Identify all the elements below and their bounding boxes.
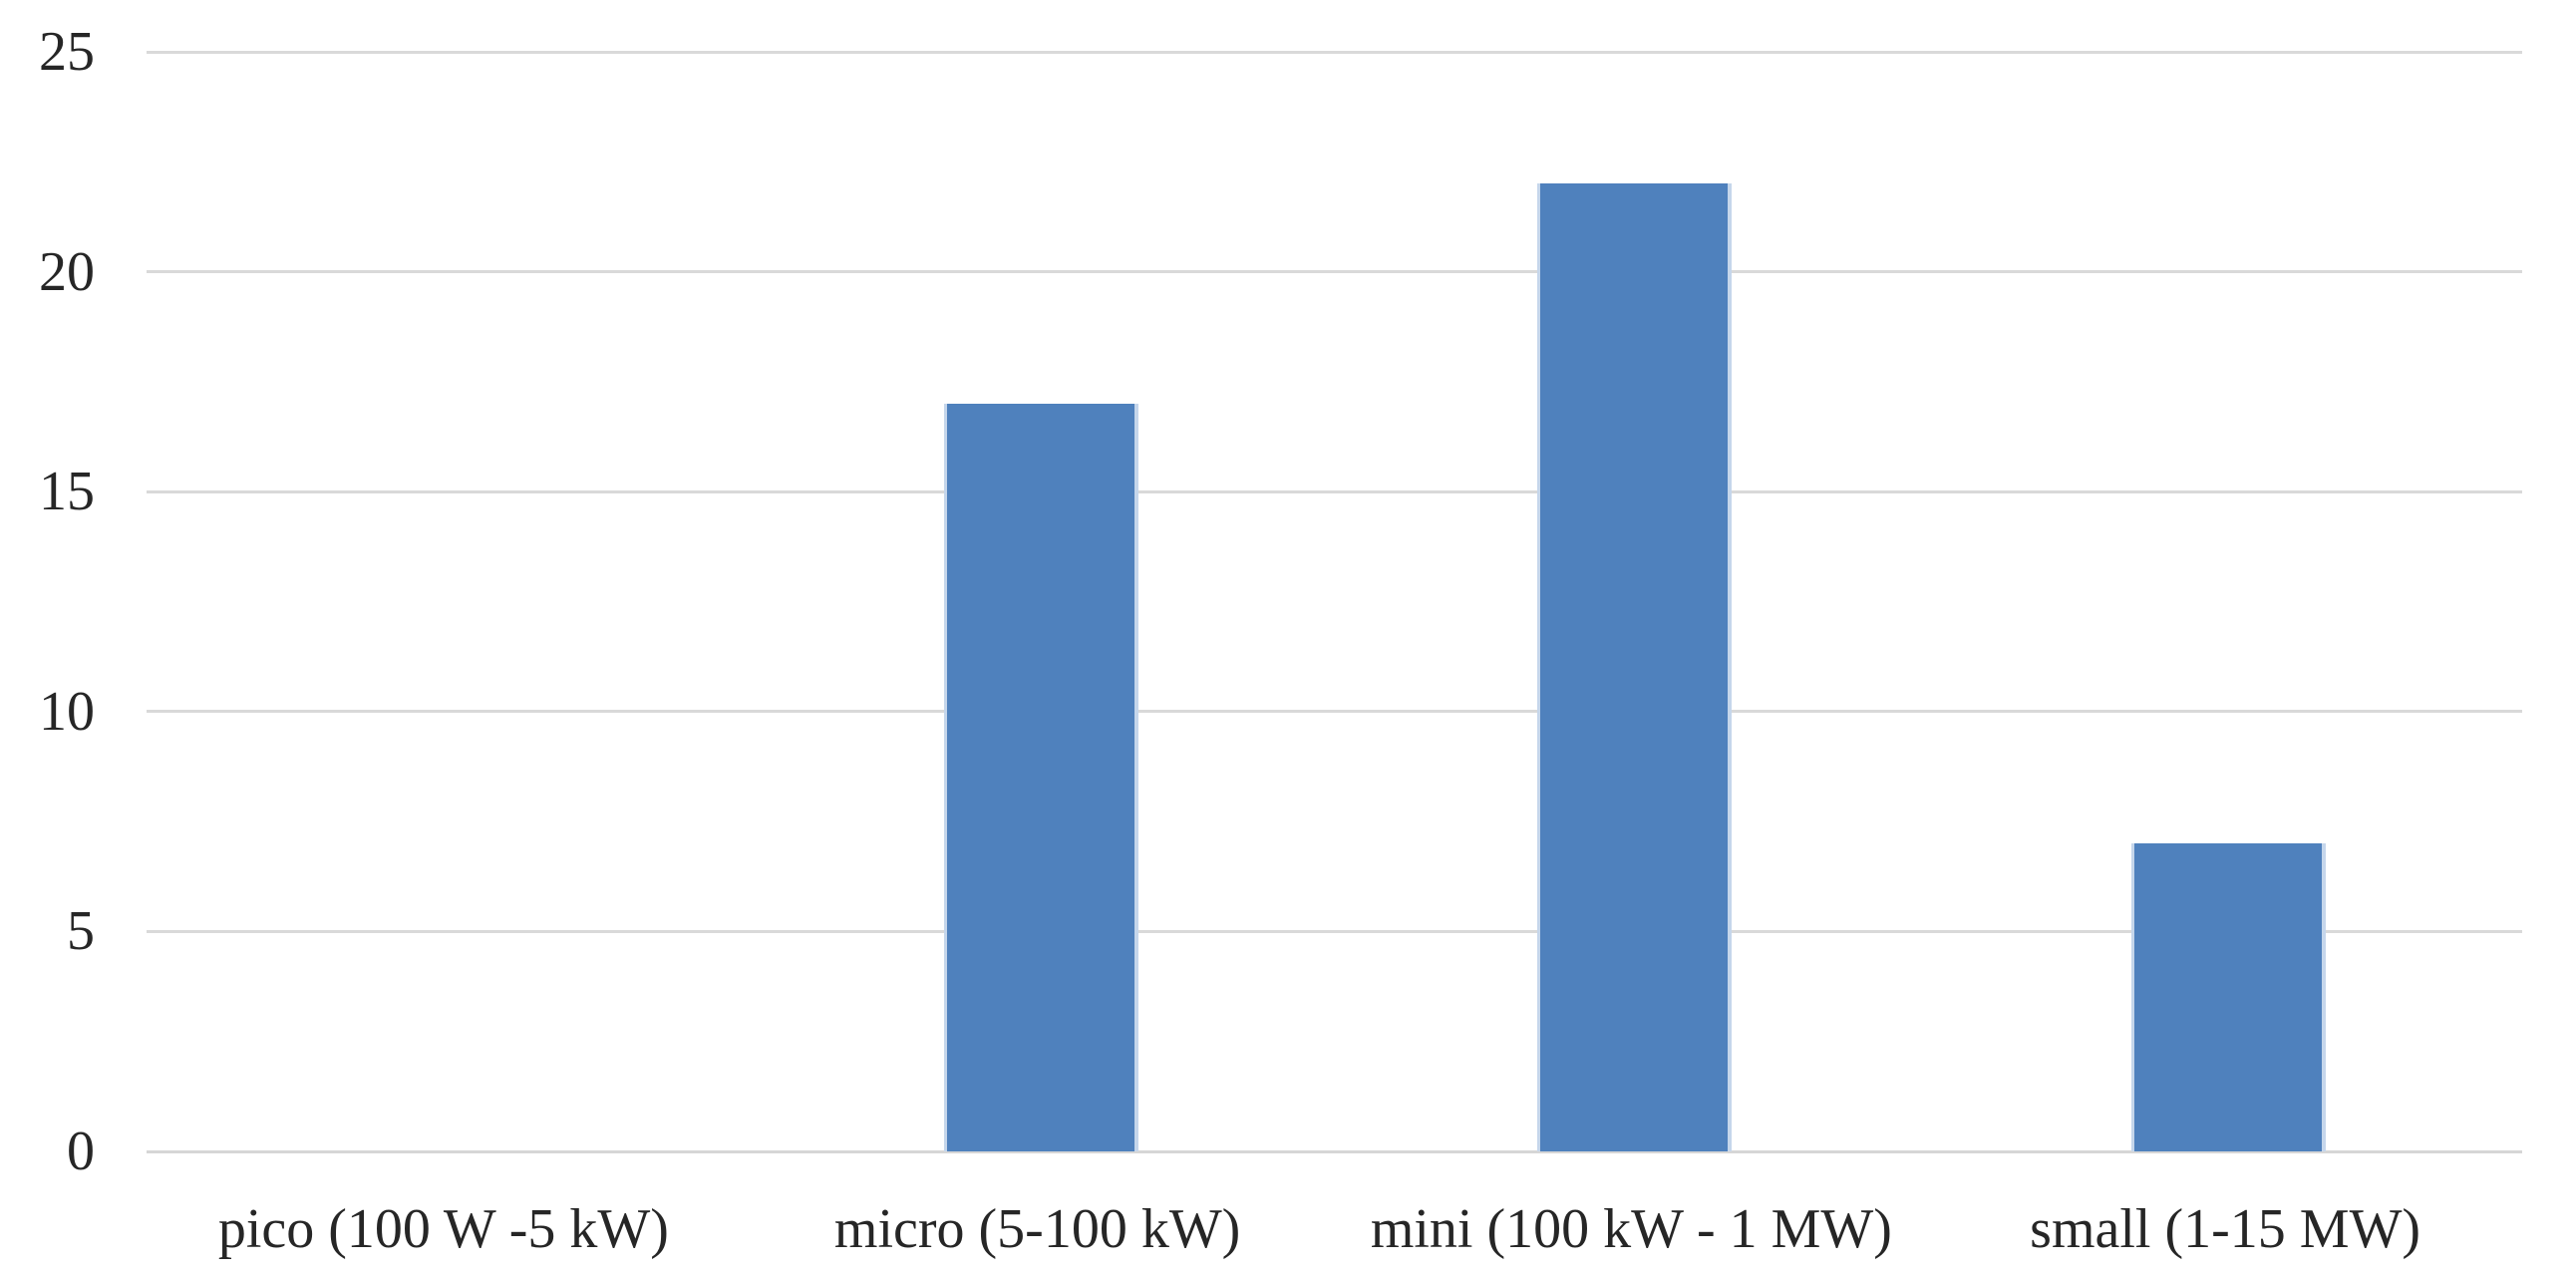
x-category-label: small (1-15 MW) bbox=[2030, 1198, 2421, 1260]
gridline bbox=[147, 50, 2522, 54]
bar-1 bbox=[943, 403, 1138, 1151]
y-tick-label: 25 bbox=[39, 21, 95, 83]
gridline bbox=[147, 270, 2522, 274]
x-category-label: micro (5-100 kW) bbox=[833, 1198, 1241, 1260]
y-tick-label: 20 bbox=[39, 240, 95, 303]
x-category-label: mini (100 kW - 1 MW) bbox=[1370, 1198, 1892, 1260]
gridline bbox=[147, 489, 2522, 493]
gridline bbox=[147, 929, 2522, 933]
x-category-label: pico (100 W -5 kW) bbox=[217, 1198, 669, 1260]
y-tick-label: 10 bbox=[39, 680, 95, 743]
gridline bbox=[147, 710, 2522, 714]
y-tick-label: 5 bbox=[67, 900, 95, 963]
bar-3 bbox=[2131, 843, 2327, 1151]
y-tick-label: 15 bbox=[39, 461, 95, 523]
y-tick-label: 0 bbox=[67, 1120, 95, 1182]
bar-2 bbox=[1537, 183, 1733, 1151]
x-axis-line bbox=[147, 1149, 2522, 1153]
